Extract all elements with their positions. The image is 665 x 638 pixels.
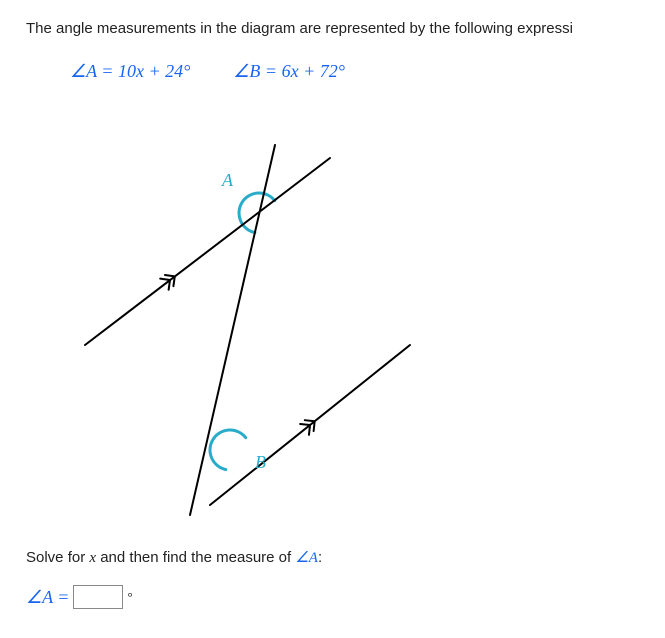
answer-input[interactable] [73, 585, 123, 609]
expression-b: ∠B = 6x + 72° [233, 61, 345, 82]
expression-a: ∠A = 10x + 24° [70, 61, 190, 82]
svg-text:A: A [221, 170, 234, 190]
solve-instruction: Solve for x and then find the measure of… [26, 548, 322, 567]
solve-after: and then find the measure of [96, 549, 295, 566]
expressions-row: ∠A = 10x + 24° ∠B = 6x + 72° [0, 37, 665, 82]
geometry-diagram: AB [70, 130, 430, 530]
svg-text:B: B [255, 452, 266, 472]
question-prompt: The angle measurements in the diagram ar… [0, 0, 665, 37]
solve-before: Solve for [26, 549, 89, 566]
expr-b-body: 6x + 72° [282, 61, 345, 81]
expr-a-body: 10x + 24° [118, 61, 190, 81]
expr-a-prefix: ∠A = [70, 61, 118, 81]
answer-row: ∠A = ° [26, 585, 133, 609]
solve-colon: : [318, 549, 322, 566]
answer-label: ∠A = [26, 587, 69, 608]
solve-angle: ∠A [295, 550, 318, 566]
expr-b-prefix: ∠B = [233, 61, 281, 81]
answer-unit: ° [127, 589, 132, 605]
